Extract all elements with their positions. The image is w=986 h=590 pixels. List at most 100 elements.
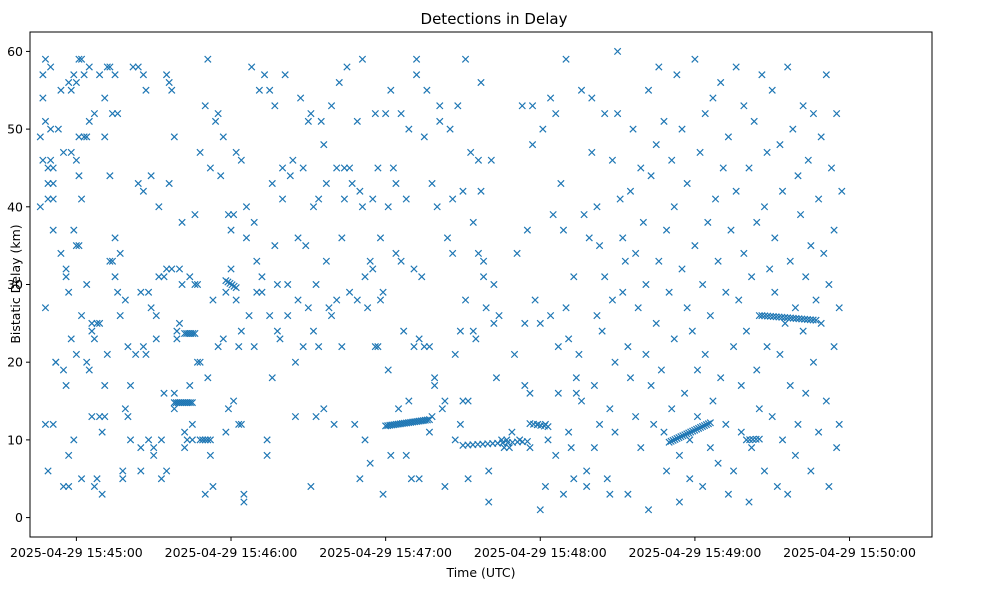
detection-marker	[838, 187, 846, 195]
detection-marker	[619, 288, 627, 296]
detection-marker	[794, 172, 802, 180]
detection-marker	[693, 412, 702, 421]
detection-marker	[771, 234, 779, 242]
detection-marker	[781, 313, 789, 322]
detection-marker	[693, 366, 702, 374]
detection-marker	[670, 203, 678, 211]
detection-marker	[415, 475, 423, 483]
detection-marker	[278, 195, 287, 203]
detection-marker	[588, 94, 596, 102]
detection-marker	[366, 459, 374, 467]
detection-marker	[559, 226, 568, 234]
detection-marker	[505, 444, 513, 452]
detection-marker	[363, 304, 372, 312]
detection-marker	[183, 436, 191, 444]
detection-marker	[701, 109, 709, 118]
detection-marker	[521, 319, 529, 327]
detection-marker	[758, 311, 766, 320]
detection-marker	[644, 506, 653, 514]
detection-marker	[111, 234, 119, 242]
detection-marker	[747, 444, 756, 452]
detection-marker	[683, 430, 691, 438]
detection-marker	[90, 109, 99, 118]
detection-marker	[299, 164, 307, 172]
detection-marker	[410, 265, 418, 273]
detection-marker	[753, 218, 761, 226]
detection-marker	[629, 125, 637, 133]
detection-marker	[75, 172, 83, 180]
detection-marker	[634, 304, 642, 312]
detection-marker	[304, 304, 312, 312]
detection-marker	[101, 133, 109, 141]
detection-marker	[39, 94, 47, 102]
detection-marker	[686, 475, 694, 483]
detection-marker	[598, 327, 606, 335]
detection-marker	[692, 425, 701, 433]
detection-marker	[740, 102, 748, 110]
detection-marker	[237, 420, 245, 428]
detection-marker	[652, 319, 660, 327]
detection-marker	[809, 109, 818, 118]
detection-marker	[250, 218, 258, 226]
detection-marker	[93, 319, 101, 327]
detection-marker	[196, 358, 204, 366]
detection-marker	[626, 374, 635, 382]
detection-marker	[242, 234, 251, 242]
detection-marker	[152, 335, 160, 343]
detection-marker	[36, 133, 44, 141]
detection-marker	[500, 444, 508, 452]
detection-marker	[796, 210, 805, 219]
detection-marker	[49, 195, 57, 203]
detection-marker	[345, 288, 354, 296]
detection-marker	[402, 451, 410, 460]
detection-marker	[57, 249, 65, 258]
detection-marker	[430, 374, 439, 382]
detection-marker	[544, 436, 552, 444]
detection-marker	[443, 234, 452, 242]
y-tick-label: 30	[7, 277, 23, 292]
detection-marker	[758, 71, 766, 79]
detection-marker	[139, 71, 148, 79]
detection-marker	[461, 296, 470, 304]
detection-marker	[546, 311, 555, 320]
detection-marker	[95, 319, 104, 327]
detection-marker	[778, 187, 787, 195]
detection-marker	[119, 475, 127, 483]
detection-marker	[65, 451, 73, 460]
detection-marker	[75, 133, 83, 141]
detection-marker	[173, 327, 181, 335]
detection-marker	[144, 436, 153, 444]
detection-marker	[554, 343, 562, 351]
detection-marker	[165, 78, 173, 87]
detection-marker	[322, 257, 330, 265]
detection-marker	[227, 226, 235, 234]
detection-marker	[495, 311, 503, 320]
detection-marker	[474, 249, 483, 258]
detection-marker	[88, 327, 96, 335]
detection-marker	[101, 94, 109, 102]
detection-marker	[490, 280, 498, 289]
detection-marker	[278, 164, 287, 172]
detection-marker	[812, 316, 820, 324]
detection-marker	[673, 434, 681, 443]
detection-marker	[77, 55, 86, 63]
detection-marker	[833, 444, 841, 452]
detection-marker	[67, 148, 75, 157]
detection-marker	[178, 218, 186, 226]
detection-marker	[727, 226, 735, 234]
detection-marker	[729, 467, 738, 475]
detection-marker	[696, 148, 704, 157]
detection-marker	[761, 312, 769, 320]
detection-marker	[655, 63, 663, 71]
detection-marker	[451, 350, 459, 359]
detection-marker	[77, 195, 86, 203]
detection-marker	[201, 490, 209, 498]
detection-marker	[415, 335, 423, 343]
detection-marker	[814, 428, 823, 436]
detection-marker	[315, 195, 323, 203]
detection-marker	[49, 164, 57, 172]
detection-marker	[152, 311, 160, 320]
detection-marker	[835, 420, 843, 428]
detection-marker	[637, 164, 645, 172]
detection-marker	[299, 343, 307, 351]
